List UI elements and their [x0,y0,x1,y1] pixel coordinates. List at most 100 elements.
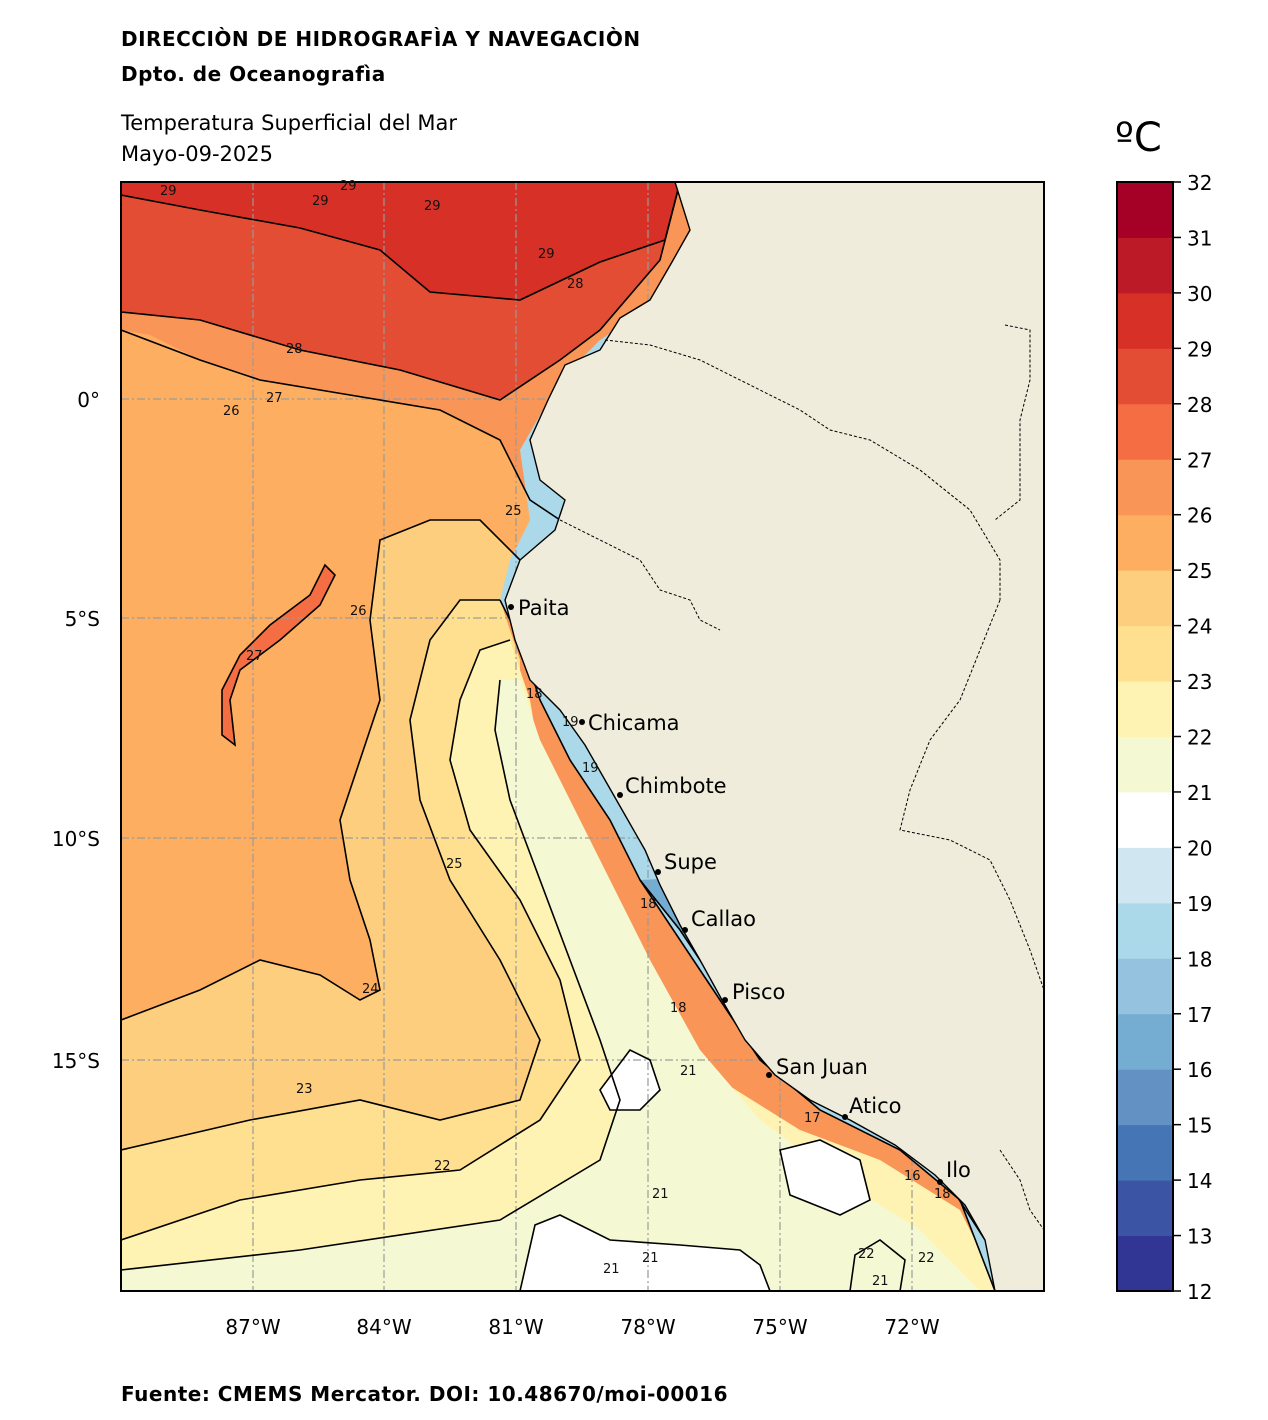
colorbar-tick-label: 23 [1187,670,1212,694]
contour-label: 28 [286,342,303,357]
contour-label: 21 [603,1262,620,1277]
colorbar-tick-label: 17 [1187,1003,1212,1027]
svg-text:Paita: Paita [518,596,570,620]
colorbar-swatch [1117,847,1173,904]
contour-label: 26 [223,404,240,419]
colorbar-tick-label: 27 [1187,448,1212,472]
contour-label: 29 [340,179,357,194]
colorbar-tick-label: 26 [1187,504,1212,528]
contour-label: 29 [160,184,177,199]
contour-label: 16 [904,1169,921,1184]
city-san-juan: San Juan [766,1055,868,1079]
colorbar-swatch [1117,1235,1173,1292]
colorbar-tick-label: 18 [1187,947,1212,971]
svg-text:Chicama: Chicama [588,711,680,735]
contour-label: 25 [446,857,463,872]
colorbar-swatch [1117,348,1173,405]
contour-label: 22 [858,1247,875,1262]
colorbar-tick-label: 24 [1187,615,1212,639]
colorbar-tick-label: 20 [1187,836,1212,860]
colorbar-tick-label: 29 [1187,337,1212,361]
city-chimbote: Chimbote [617,774,727,798]
contour-label: 22 [434,1159,451,1174]
svg-text:San Juan: San Juan [776,1055,868,1079]
lat-label: 0° [77,388,100,412]
colorbar-swatch [1117,681,1173,737]
lat-label: 5°S [65,607,100,631]
contour-label: 26 [350,604,367,619]
svg-text:Chimbote: Chimbote [625,774,727,798]
colorbar-swatch [1117,1180,1173,1237]
lon-label: 84°W [356,1315,411,1339]
contour-label: 18 [640,897,657,912]
colorbar-tick-label: 15 [1187,1114,1212,1138]
colorbar-swatch [1117,1013,1173,1070]
lon-label: 72°W [884,1315,939,1339]
institution-title: DIRECCIÒN DE HIDROGRAFÌA Y NAVEGACIÒN [121,27,641,51]
lon-label: 81°W [488,1315,543,1339]
colorbar-swatch [1117,1069,1173,1126]
sea-coastal-white [600,1050,870,1215]
colorbar-swatch [1117,1124,1173,1181]
sea-21-band [121,680,980,1291]
product-name: Temperatura Superficial del Mar [121,111,457,135]
contour-label: 21 [652,1187,669,1202]
contour-labels: 29 29 29 29 29 28 28 27 26 25 26 27 25 2… [160,179,951,1289]
sea-20-patch [520,1215,770,1291]
latitude-axis: 0° 5°S 10°S 15°S [52,388,100,1073]
colorbar-swatch [1117,459,1173,516]
colorbar-swatch [1117,514,1173,571]
contour-label: 29 [312,194,329,209]
colorbar-tick-label: 21 [1187,781,1212,805]
colorbar-unit: ºC [1115,115,1162,161]
city-atico: Atico [842,1094,901,1120]
svg-text:Atico: Atico [849,1094,901,1118]
political-borders [559,324,1044,1231]
product-subtitle: Temperatura Superficial del Mar Mayo-09-… [121,108,457,170]
contour-label: 25 [505,504,522,519]
contour-label: 17 [804,1111,821,1126]
contour-label: 21 [680,1064,697,1079]
contour-label: 21 [872,1274,889,1289]
contour-label: 27 [246,649,263,664]
contour-label: 18 [526,687,543,702]
colorbar-swatch [1117,237,1173,294]
colorbar-swatch [1117,182,1173,238]
colorbar-tick-label: 25 [1187,559,1212,583]
colorbar-tick-label: 31 [1187,226,1212,250]
contour-label: 28 [567,277,584,292]
lat-label: 10°S [52,827,100,851]
city-chicama: Chicama [579,711,680,735]
lon-label: 75°W [752,1315,807,1339]
south-america-land [504,182,1044,1291]
city-callao: Callao [682,907,756,933]
department-title: Dpto. de Oceanografìa [121,62,386,86]
svg-text:Callao: Callao [691,907,756,931]
contour-label: 23 [296,1082,313,1097]
colorbar-tick-label: 16 [1187,1058,1212,1082]
colorbar-tick-label: 22 [1187,726,1212,750]
colorbar-tick-label: 12 [1187,1280,1212,1304]
contour-label: 29 [424,199,441,214]
longitude-axis: 87°W 84°W 81°W 78°W 75°W 72°W [225,1315,939,1339]
svg-text:Ilo: Ilo [946,1158,971,1182]
colorbar-swatch [1117,403,1173,460]
product-date: Mayo-09-2025 [121,142,273,166]
contour-label: 19 [582,761,599,776]
colorbar-tick-label: 32 [1187,171,1212,195]
colorbar-tick-label: 30 [1187,282,1212,306]
colorbar-tick-label: 13 [1187,1225,1212,1249]
colorbar-swatch [1117,791,1173,848]
lat-label: 15°S [52,1049,100,1073]
contour-label: 22 [918,1251,935,1266]
colorbar-swatch [1117,625,1173,682]
city-ilo: Ilo [937,1158,971,1185]
colorbar-swatch [1117,736,1173,793]
colorbar-swatch [1117,902,1173,959]
svg-text:Pisco: Pisco [732,980,785,1004]
source-credit: Fuente: CMEMS Mercator. DOI: 10.48670/mo… [121,1382,728,1406]
colorbar-tick-label: 19 [1187,892,1212,916]
temperature-colorbar: 12 13 14 15 16 17 18 19 20 21 22 23 24 25 26 27 28 29 30 31… [1116,171,1212,1304]
lon-label: 87°W [225,1315,280,1339]
